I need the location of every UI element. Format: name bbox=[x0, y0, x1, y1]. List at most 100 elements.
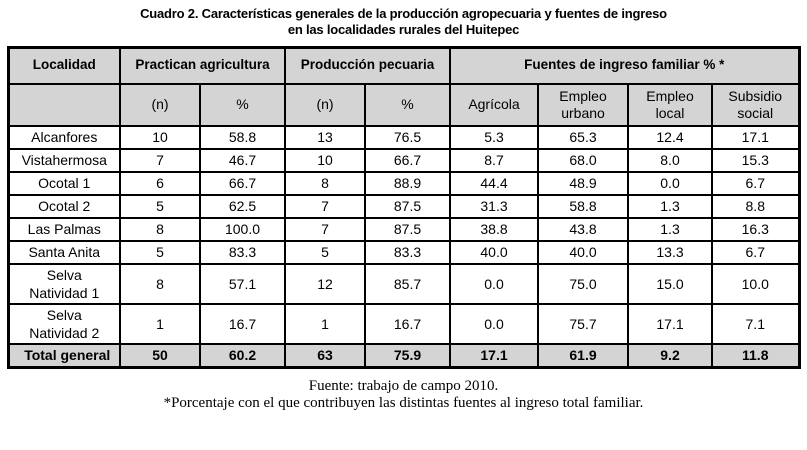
value-cell: 85.7 bbox=[364, 262, 451, 305]
table-caption: Cuadro 2. Características generales de l… bbox=[0, 6, 807, 38]
value-cell: 62.5 bbox=[199, 193, 286, 219]
table-row: Las Palmas 8 100.0 7 87.5 38.8 43.8 1.3 16.3 bbox=[7, 216, 800, 242]
value-cell: 0.0 bbox=[449, 262, 539, 305]
source-note: Fuente: trabajo de campo 2010. bbox=[308, 378, 499, 394]
value-cell: 40.0 bbox=[449, 239, 539, 265]
locality-cell: Vistahermosa bbox=[7, 147, 121, 173]
table-body: Alcanfores 10 58.8 13 76.5 5.3 65.3 12.4 17.1 Vis… bbox=[7, 124, 800, 369]
value-cell: 65.3 bbox=[537, 124, 629, 150]
value-cell: 0.0 bbox=[449, 302, 539, 345]
value-cell: 76.5 bbox=[364, 124, 451, 150]
caption-line-2: en las localidades rurales del Huitepec bbox=[287, 22, 520, 37]
header-pecuaria-n: (n) bbox=[284, 82, 366, 127]
value-cell: 31.3 bbox=[449, 193, 539, 219]
percentage-note: *Porcentaje con el que contribuyen las d… bbox=[163, 395, 644, 411]
header-group-fuentes: Fuentes de ingreso familiar % * bbox=[449, 46, 800, 85]
table-row: Ocotal 2 5 62.5 7 87.5 31.3 58.8 1.3 8.8 bbox=[7, 193, 800, 219]
value-cell: 66.7 bbox=[364, 147, 451, 173]
value-cell: 8.0 bbox=[627, 147, 713, 173]
value-cell: 12.4 bbox=[627, 124, 713, 150]
value-cell: 10.0 bbox=[711, 262, 800, 305]
value-cell: 58.8 bbox=[537, 193, 629, 219]
value-cell: 6.7 bbox=[711, 170, 800, 196]
locality-cell: Alcanfores bbox=[7, 124, 121, 150]
value-cell: 0.0 bbox=[627, 170, 713, 196]
table-row: Alcanfores 10 58.8 13 76.5 5.3 65.3 12.4 17.1 bbox=[7, 124, 800, 150]
table-header: Localidad Practican agricultura Producci… bbox=[7, 46, 800, 127]
value-cell: 43.8 bbox=[537, 216, 629, 242]
caption-line-1: Cuadro 2. Características generales de l… bbox=[140, 6, 667, 21]
value-cell: 44.4 bbox=[449, 170, 539, 196]
value-cell: 8 bbox=[119, 216, 201, 242]
value-cell: 5.3 bbox=[449, 124, 539, 150]
value-cell: 57.1 bbox=[199, 262, 286, 305]
header-agricola: Agrícola bbox=[449, 82, 539, 127]
total-value-cell: 63 bbox=[284, 342, 366, 369]
total-value-cell: 60.2 bbox=[199, 342, 286, 369]
table-row: Selva Natividad 1 8 57.1 12 85.7 0.0 75.0 15.0 1… bbox=[7, 262, 800, 305]
value-cell: 100.0 bbox=[199, 216, 286, 242]
value-cell: 15.3 bbox=[711, 147, 800, 173]
table-row: Selva Natividad 2 1 16.7 1 16.7 0.0 75.7 17.1 7.… bbox=[7, 302, 800, 345]
value-cell: 1.3 bbox=[627, 216, 713, 242]
total-value-cell: 50 bbox=[119, 342, 201, 369]
table-footnotes: Fuente: trabajo de campo 2010. *Porcenta… bbox=[0, 378, 807, 412]
value-cell: 83.3 bbox=[364, 239, 451, 265]
value-cell: 58.8 bbox=[199, 124, 286, 150]
header-subsidio-social: Subsidio social bbox=[711, 82, 800, 127]
value-cell: 6.7 bbox=[711, 239, 800, 265]
header-row-groups: Localidad Practican agricultura Producci… bbox=[7, 46, 800, 85]
value-cell: 40.0 bbox=[537, 239, 629, 265]
value-cell: 5 bbox=[284, 239, 366, 265]
total-row: Total general 50 60.2 63 75.9 17.1 61.9 9.2 11.8 bbox=[7, 342, 800, 369]
value-cell: 8.7 bbox=[449, 147, 539, 173]
header-empleo-local: Empleo local bbox=[627, 82, 713, 127]
header-localidad: Localidad bbox=[7, 46, 121, 85]
table-row: Santa Anita 5 83.3 5 83.3 40.0 40.0 13.3 6.7 bbox=[7, 239, 800, 265]
value-cell: 5 bbox=[119, 193, 201, 219]
locality-cell: Santa Anita bbox=[7, 239, 121, 265]
locality-cell: Las Palmas bbox=[7, 216, 121, 242]
value-cell: 38.8 bbox=[449, 216, 539, 242]
value-cell: 13.3 bbox=[627, 239, 713, 265]
value-cell: 87.5 bbox=[364, 193, 451, 219]
value-cell: 12 bbox=[284, 262, 366, 305]
total-value-cell: 75.9 bbox=[364, 342, 451, 369]
value-cell: 66.7 bbox=[199, 170, 286, 196]
locality-cell: Selva Natividad 2 bbox=[7, 302, 121, 345]
value-cell: 46.7 bbox=[199, 147, 286, 173]
value-cell: 7 bbox=[284, 193, 366, 219]
value-cell: 7 bbox=[284, 216, 366, 242]
locality-cell: Ocotal 1 bbox=[7, 170, 121, 196]
value-cell: 87.5 bbox=[364, 216, 451, 242]
value-cell: 6 bbox=[119, 170, 201, 196]
value-cell: 15.0 bbox=[627, 262, 713, 305]
total-value-cell: 17.1 bbox=[449, 342, 539, 369]
value-cell: 8 bbox=[119, 262, 201, 305]
value-cell: 5 bbox=[119, 239, 201, 265]
header-group-agricultura: Practican agricultura bbox=[119, 46, 286, 85]
total-label-cell: Total general bbox=[7, 342, 121, 369]
data-table: Localidad Practican agricultura Producci… bbox=[6, 46, 801, 369]
value-cell: 10 bbox=[119, 124, 201, 150]
locality-cell: Ocotal 2 bbox=[7, 193, 121, 219]
total-value-cell: 61.9 bbox=[537, 342, 629, 369]
header-agricultura-pct: % bbox=[199, 82, 286, 127]
header-row-subcolumns: (n) % (n) % Agrícola Empleo urbano Emple… bbox=[7, 82, 800, 127]
value-cell: 75.7 bbox=[537, 302, 629, 345]
table-row: Vistahermosa 7 46.7 10 66.7 8.7 68.0 8.0 15.3 bbox=[7, 147, 800, 173]
header-agricultura-n: (n) bbox=[119, 82, 201, 127]
header-group-pecuaria: Producción pecuaria bbox=[284, 46, 451, 85]
value-cell: 10 bbox=[284, 147, 366, 173]
value-cell: 16.3 bbox=[711, 216, 800, 242]
value-cell: 16.7 bbox=[199, 302, 286, 345]
value-cell: 8.8 bbox=[711, 193, 800, 219]
value-cell: 68.0 bbox=[537, 147, 629, 173]
value-cell: 1 bbox=[284, 302, 366, 345]
value-cell: 1.3 bbox=[627, 193, 713, 219]
header-pecuaria-pct: % bbox=[364, 82, 451, 127]
value-cell: 7.1 bbox=[711, 302, 800, 345]
total-value-cell: 11.8 bbox=[711, 342, 800, 369]
value-cell: 13 bbox=[284, 124, 366, 150]
value-cell: 75.0 bbox=[537, 262, 629, 305]
